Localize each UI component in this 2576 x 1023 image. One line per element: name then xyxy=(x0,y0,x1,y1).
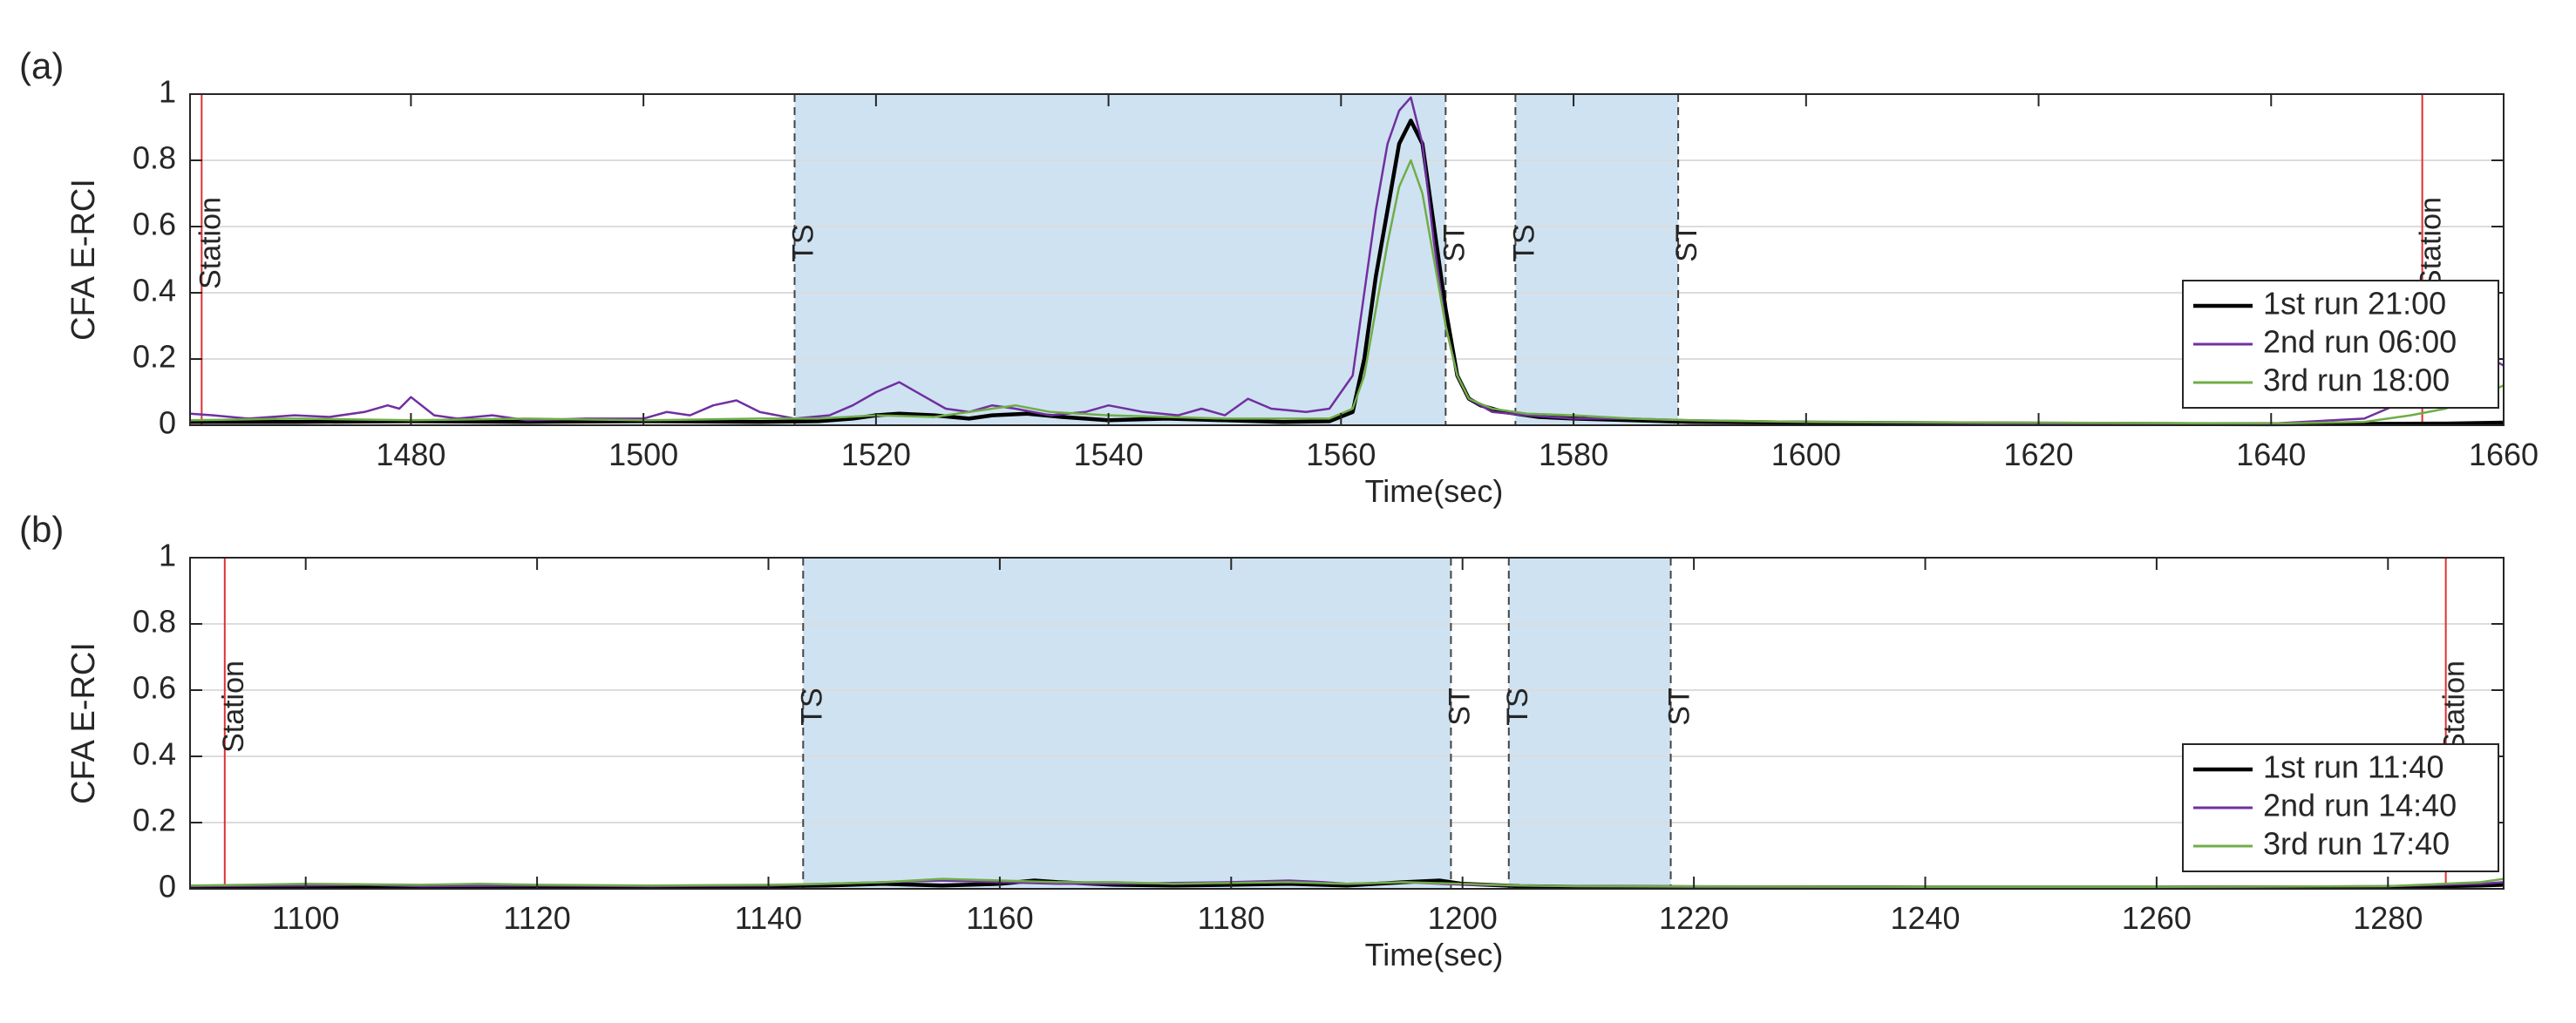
legend-label: 2nd run 06:00 xyxy=(2263,324,2457,360)
y-tick-label: 0 xyxy=(159,869,176,904)
legend-label: 3rd run 18:00 xyxy=(2263,362,2450,398)
x-tick-label: 1100 xyxy=(272,900,339,936)
x-tick-label: 1120 xyxy=(503,900,570,936)
shaded-region xyxy=(1515,94,1679,425)
series-line xyxy=(189,877,2505,888)
marker-label: Station xyxy=(217,661,250,753)
shaded-region xyxy=(803,558,1451,889)
legend-label: 1st run 11:40 xyxy=(2263,749,2443,785)
x-tick-label: 1540 xyxy=(1074,437,1144,472)
panel-label: (b) xyxy=(19,509,64,550)
marker-label: TS xyxy=(786,224,819,261)
x-tick-label: 1220 xyxy=(1659,900,1729,936)
legend-label: 3rd run 17:40 xyxy=(2263,826,2450,862)
axes-box xyxy=(189,557,2505,890)
x-tick-label: 1600 xyxy=(1771,437,1841,472)
shaded-region xyxy=(1508,558,1671,889)
x-tick-label: 1500 xyxy=(608,437,678,472)
y-tick-label: 0.2 xyxy=(133,339,176,375)
x-tick-label: 1260 xyxy=(2122,900,2192,936)
x-tick-label: 1280 xyxy=(2353,900,2423,936)
x-tick-label: 1660 xyxy=(2469,437,2539,472)
marker-label: Station xyxy=(2438,661,2471,753)
panel-b: (b)Station TS ST TS ST Station00.20.40.60.811… xyxy=(19,509,2505,972)
x-tick-label: 1160 xyxy=(966,900,1033,936)
x-tick-label: 1520 xyxy=(841,437,911,472)
x-tick-label: 1200 xyxy=(1428,900,1498,936)
marker-label: ST xyxy=(1663,688,1696,725)
panel-label: (a) xyxy=(19,45,64,86)
series-line xyxy=(189,96,2505,425)
y-axis-label: CFA E-RCI xyxy=(65,179,102,341)
x-tick-label: 1140 xyxy=(735,900,802,936)
axes-box xyxy=(189,93,2505,426)
marker-label: ST xyxy=(1438,224,1471,261)
x-tick-label: 1180 xyxy=(1198,900,1265,936)
y-tick-label: 0.6 xyxy=(133,670,176,706)
marker-label: TS xyxy=(795,688,828,725)
panel-a: (a) Station TS ST TS ST Station 0 0.2 0.4 0.6 0.8 1 1… xyxy=(19,45,2539,509)
y-axis-label: CFA E-RCI xyxy=(65,642,102,804)
x-tick-label: 1640 xyxy=(2236,437,2306,472)
legend-label: 2nd run 14:40 xyxy=(2263,788,2457,823)
marker-label: ST xyxy=(1443,688,1476,725)
series-line xyxy=(189,159,2505,425)
shaded-region xyxy=(794,94,1446,425)
x-axis-label: Time(sec) xyxy=(1365,473,1504,509)
y-tick-label: 1 xyxy=(159,74,176,110)
legend-label: 1st run 21:00 xyxy=(2263,286,2446,322)
marker-label: TS xyxy=(1507,224,1540,261)
x-tick-label: 1560 xyxy=(1306,437,1376,472)
marker-label: Station xyxy=(194,197,227,289)
y-tick-label: 0.6 xyxy=(133,207,176,242)
y-tick-label: 0.4 xyxy=(133,736,176,772)
y-tick-label: 0.2 xyxy=(133,803,176,838)
marker-label: ST xyxy=(1670,224,1703,261)
marker-label: Station xyxy=(2415,197,2448,289)
marker-label: TS xyxy=(1501,688,1534,725)
y-tick-label: 0.8 xyxy=(133,140,176,176)
x-tick-label: 1240 xyxy=(1890,900,1960,936)
x-tick-label: 1480 xyxy=(376,437,445,472)
y-tick-label: 0.4 xyxy=(133,273,176,308)
x-tick-label: 1580 xyxy=(1539,437,1608,472)
x-axis-label: Time(sec) xyxy=(1365,937,1504,972)
y-tick-label: 0 xyxy=(159,405,176,441)
y-tick-label: 1 xyxy=(159,538,176,573)
x-tick-label: 1620 xyxy=(2003,437,2073,472)
y-tick-label: 0.8 xyxy=(133,604,176,640)
